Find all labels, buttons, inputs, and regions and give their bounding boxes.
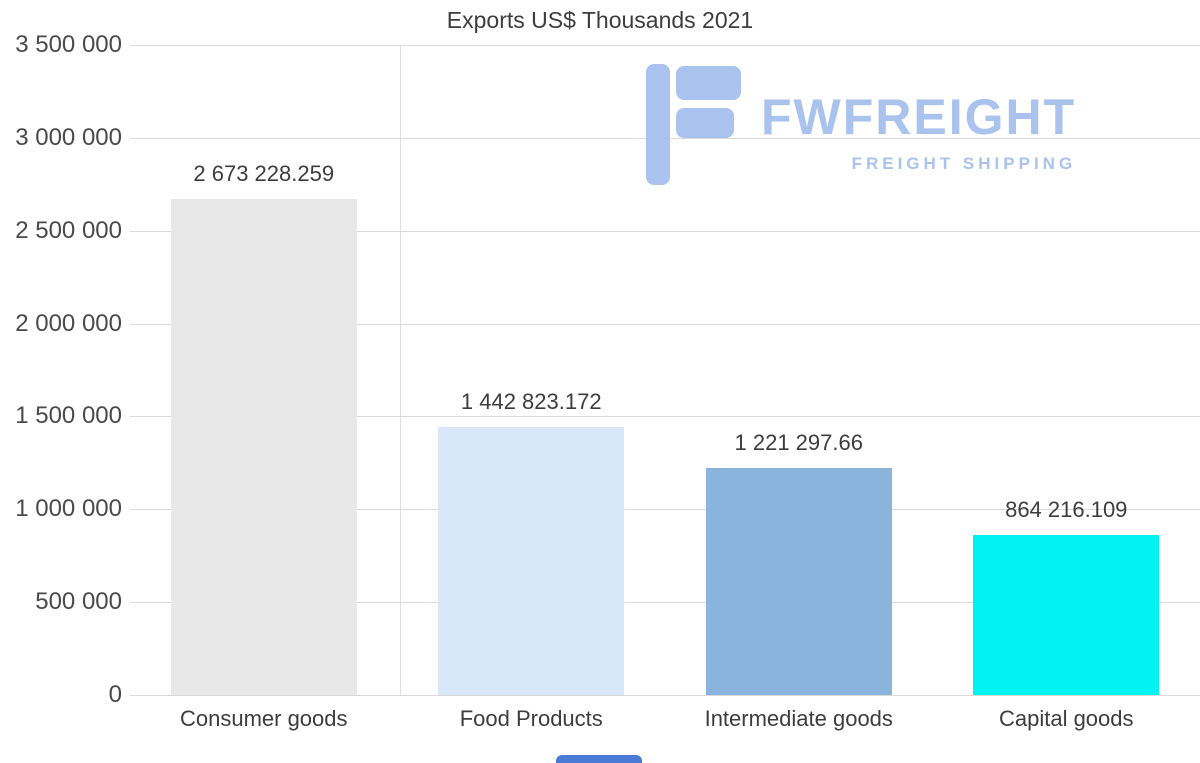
bar-intermediate-goods <box>705 468 892 695</box>
x-axis-category-label: Capital goods <box>998 706 1134 731</box>
y-axis-tick-label: 1 500 000 <box>15 402 122 430</box>
gridline <box>130 45 1200 46</box>
y-axis-tick-label: 1 000 000 <box>15 495 122 523</box>
gridline <box>130 602 1200 604</box>
y-axis-tick-label: 2 500 000 <box>15 216 122 244</box>
bar-value-label: 1 221 297.66 <box>734 430 863 456</box>
x-axis-category-label: Consumer goods <box>179 706 348 731</box>
y-axis-tick-label: 3 000 000 <box>15 123 122 151</box>
bar-capital-goods <box>973 534 1160 695</box>
gridline <box>130 509 1200 511</box>
gridline <box>130 230 1200 232</box>
bar-value-label: 864 216.109 <box>1005 496 1128 522</box>
bottom-accent-bar <box>556 755 642 763</box>
chart-title: Exports US$ Thousands 2021 <box>446 7 754 33</box>
bar-consumer-goods <box>170 198 357 695</box>
gridline <box>130 323 1200 325</box>
bar-value-label: 2 673 228.259 <box>193 160 335 186</box>
watermark-subtitle-text: FREIGHT SHIPPING <box>851 154 1077 173</box>
y-axis-tick-label: 2 000 000 <box>15 309 122 337</box>
y-axis-tick-label: 0 <box>108 681 122 708</box>
gridline <box>130 695 1200 696</box>
gridline <box>130 416 1200 418</box>
vertical-gridline <box>400 45 401 695</box>
y-axis-tick-label: 3 500 000 <box>15 31 122 58</box>
y-axis-tick-label: 500 000 <box>35 588 122 616</box>
bar-value-label: 1 442 823.172 <box>460 389 602 415</box>
fwfreight-watermark: FWFREIGHT FREIGHT SHIPPING <box>646 64 1076 185</box>
x-axis-category-label: Food Products <box>459 706 603 731</box>
bar-food-products <box>438 427 625 695</box>
watermark-text-block: FWFREIGHT FREIGHT SHIPPING <box>761 64 1076 174</box>
watermark-brand-text: FWFREIGHT <box>761 89 1077 145</box>
x-axis-category-label: Intermediate goods <box>704 706 893 731</box>
fwfreight-logo-icon <box>646 64 741 185</box>
plot-area: 2 673 228.259 1 442 823.172 1 221 297.66 86… <box>130 45 1200 696</box>
